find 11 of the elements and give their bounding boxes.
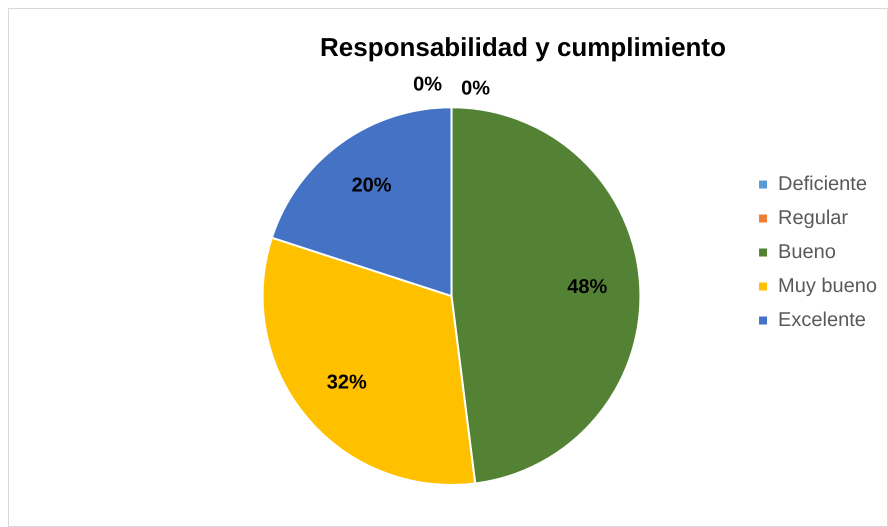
data-label: 32% (326, 371, 367, 394)
text: 0% (413, 74, 442, 96)
chart-title: Responsabilidad y cumplimiento (320, 32, 726, 62)
legend-label: Bueno (778, 241, 836, 264)
legend-label: Excelente (778, 309, 866, 332)
legend-label: Deficiente (778, 173, 867, 196)
legend-label: Muy bueno (778, 275, 878, 298)
data-label: 20% (352, 174, 392, 197)
data-label: 48% (567, 276, 608, 298)
text: 0% (461, 78, 490, 100)
legend-label: Regular (778, 207, 848, 230)
